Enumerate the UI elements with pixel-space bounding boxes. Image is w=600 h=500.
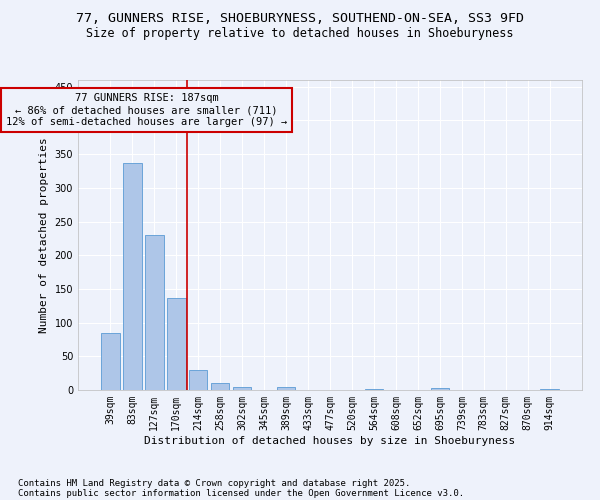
- Y-axis label: Number of detached properties: Number of detached properties: [39, 137, 49, 333]
- Text: 77 GUNNERS RISE: 187sqm
← 86% of detached houses are smaller (711)
12% of semi-d: 77 GUNNERS RISE: 187sqm ← 86% of detache…: [6, 94, 287, 126]
- Bar: [233, 386, 251, 390]
- Bar: [541, 388, 559, 390]
- Bar: [211, 382, 229, 390]
- Bar: [189, 370, 208, 390]
- Bar: [123, 163, 142, 390]
- Text: Contains HM Land Registry data © Crown copyright and database right 2025.: Contains HM Land Registry data © Crown c…: [18, 478, 410, 488]
- Bar: [145, 235, 164, 390]
- Text: Size of property relative to detached houses in Shoeburyness: Size of property relative to detached ho…: [86, 28, 514, 40]
- Text: Contains public sector information licensed under the Open Government Licence v3: Contains public sector information licen…: [18, 488, 464, 498]
- Bar: [277, 388, 295, 390]
- X-axis label: Distribution of detached houses by size in Shoeburyness: Distribution of detached houses by size …: [145, 436, 515, 446]
- Bar: [431, 388, 449, 390]
- Bar: [167, 298, 185, 390]
- Bar: [101, 332, 119, 390]
- Text: 77, GUNNERS RISE, SHOEBURYNESS, SOUTHEND-ON-SEA, SS3 9FD: 77, GUNNERS RISE, SHOEBURYNESS, SOUTHEND…: [76, 12, 524, 26]
